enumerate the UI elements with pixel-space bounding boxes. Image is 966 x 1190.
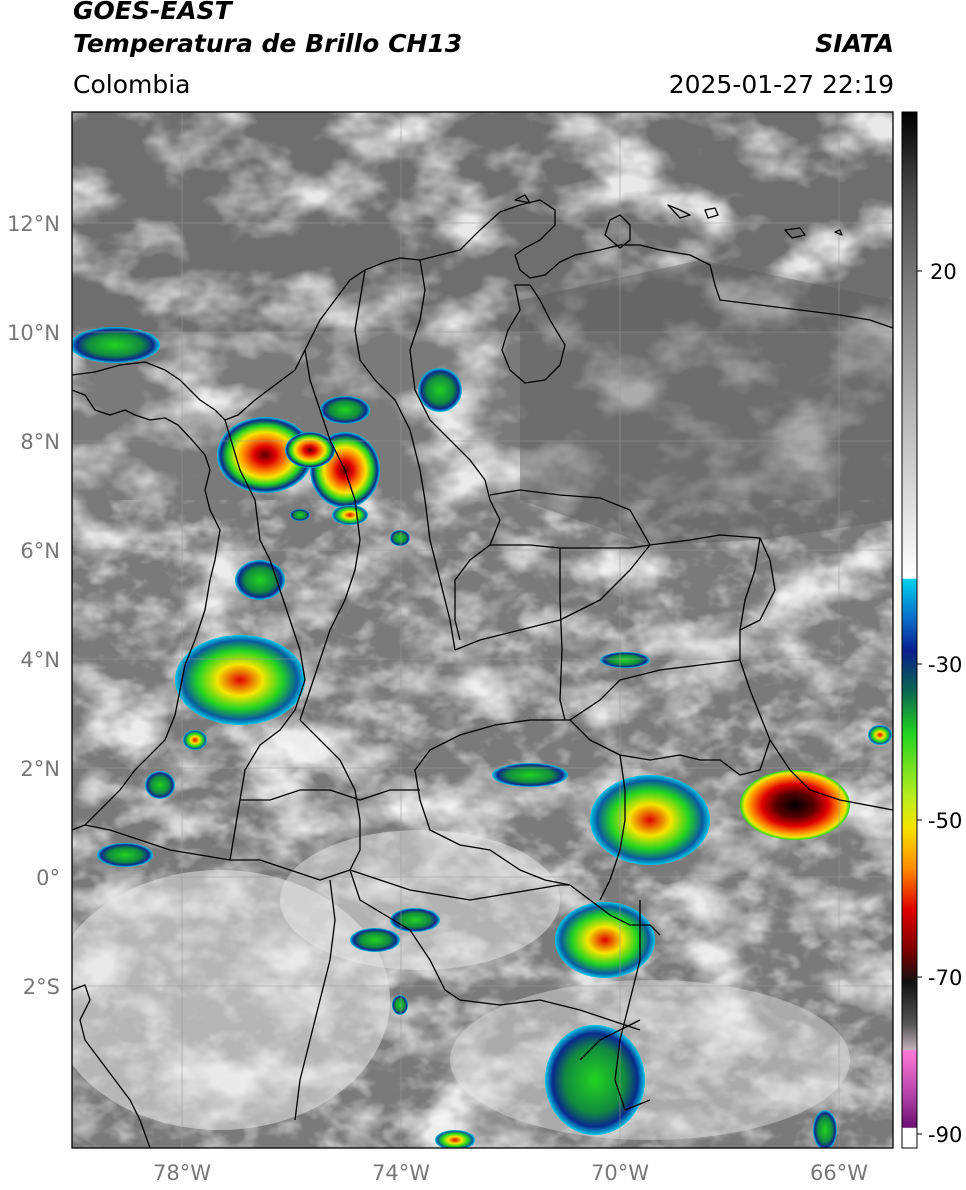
colorbar-tick-label: -70 [928, 966, 962, 990]
lon-tick-label: 66°W [810, 1161, 868, 1185]
lat-axis: 12°N 10°N 8°N 6°N 4°N 2°N 0° 2°S [7, 212, 60, 999]
lon-tick-label: 74°W [372, 1161, 430, 1185]
imagery [72, 112, 893, 1148]
colorbar-tick-label: -90 [928, 1123, 962, 1147]
datetime-label: 2025-01-27 22:19 [668, 70, 894, 99]
lat-tick-label: 10°N [7, 321, 60, 345]
colorbar: 20 -30 -50 -70 -90 [901, 111, 962, 1149]
lon-tick-label: 78°W [153, 1161, 211, 1185]
region-label: Colombia [73, 70, 191, 99]
lat-tick-label: 2°N [20, 757, 60, 781]
satellite-title: GOES-EAST [73, 0, 232, 25]
lat-tick-label: 0° [36, 866, 60, 890]
lat-tick-label: 6°N [20, 539, 60, 563]
product-title: Temperatura de Brillo CH13 [73, 29, 463, 58]
colorbar-tick-label: -30 [928, 653, 962, 677]
lat-tick-label: 12°N [7, 212, 60, 236]
lat-tick-label: 8°N [20, 430, 60, 454]
colorbar-tick-label: -50 [928, 809, 962, 833]
borders [72, 194, 893, 1148]
map-frame [71, 111, 894, 1149]
lat-tick-label: 2°S [23, 975, 60, 999]
agency-label: SIATA [815, 29, 894, 58]
lon-tick-label: 70°W [591, 1161, 649, 1185]
colorbar-tick-label: 20 [930, 260, 957, 284]
lat-tick-label: 4°N [20, 648, 60, 672]
colorbar-gradient [901, 111, 918, 1149]
lon-axis: 78°W 74°W 70°W 66°W [153, 1161, 868, 1185]
gridlines [72, 112, 893, 1148]
